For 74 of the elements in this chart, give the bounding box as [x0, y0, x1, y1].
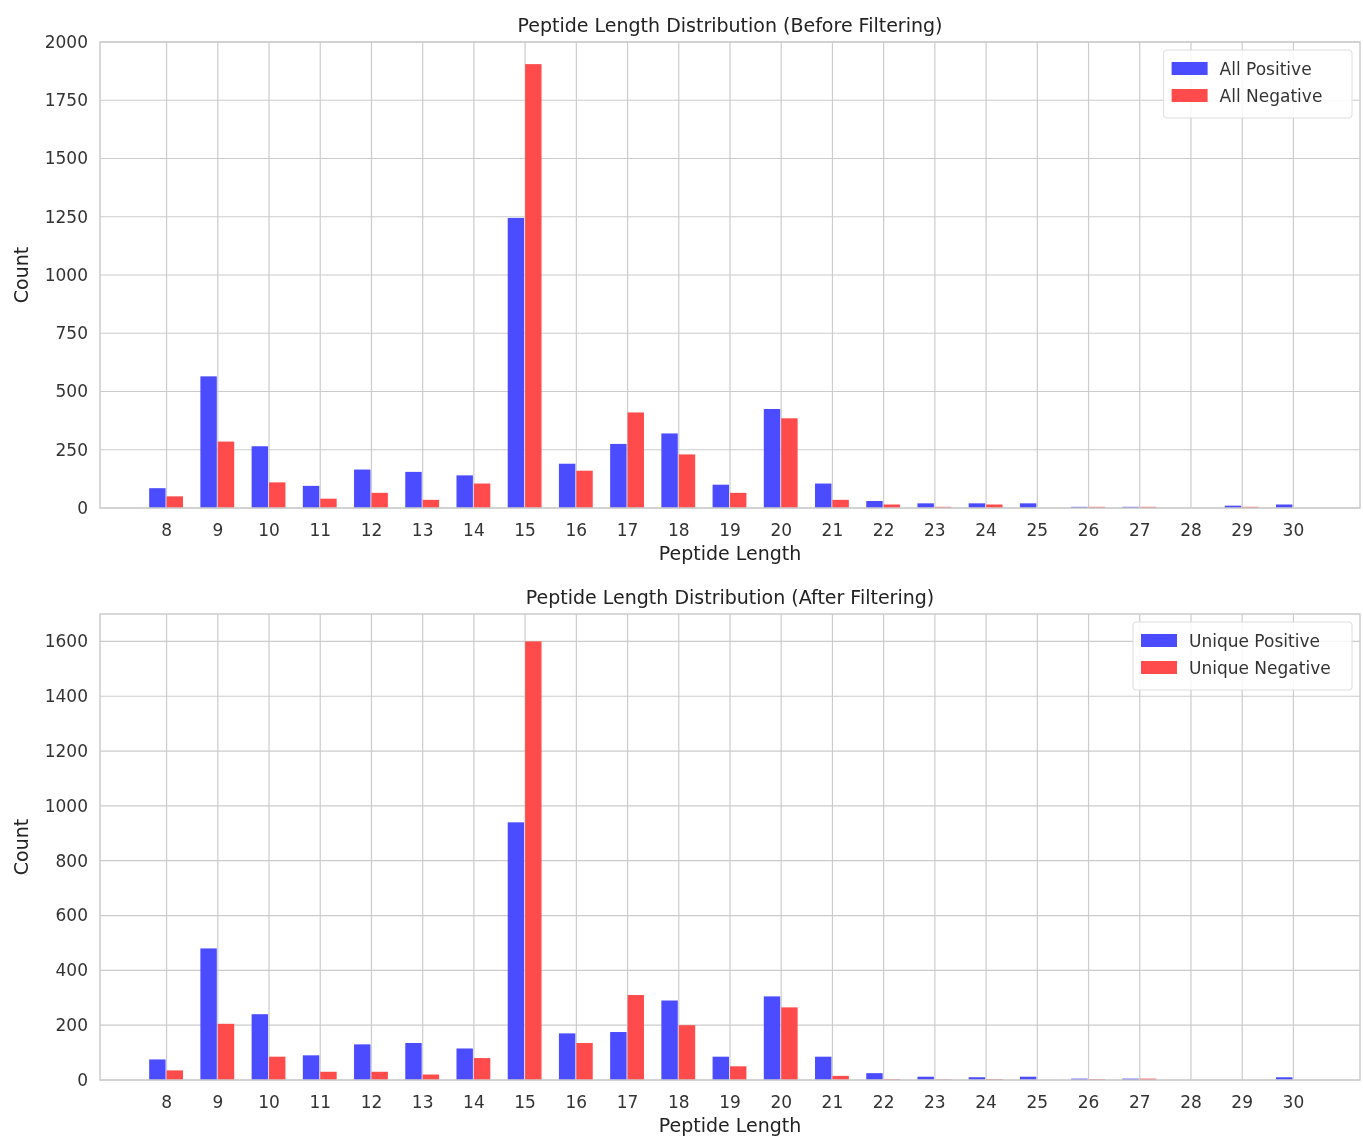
x-tick-label: 19	[719, 1092, 741, 1112]
x-tick-label: 11	[309, 1092, 332, 1112]
x-tick-label: 15	[514, 520, 536, 540]
x-tick-label: 10	[258, 1092, 280, 1112]
y-tick-label: 1000	[44, 264, 88, 285]
x-tick-label: 29	[1231, 520, 1254, 540]
x-tick-label: 13	[411, 520, 434, 540]
chart-title: Peptide Length Distribution (After Filtering)	[525, 586, 935, 608]
x-tick-label: 20	[770, 1092, 793, 1112]
x-tick-label: 11	[309, 520, 332, 540]
y-tick-label: 500	[55, 381, 88, 402]
x-tick-label: 28	[1180, 520, 1202, 540]
x-tick-label: 19	[719, 520, 741, 540]
x-tick-label: 26	[1077, 1092, 1100, 1112]
x-tick-label: 27	[1128, 1092, 1151, 1112]
x-tick-label: 9	[212, 1092, 224, 1112]
x-tick-label: 18	[667, 520, 690, 540]
x-tick-label: 18	[667, 1092, 690, 1112]
y-tick-label: 1200	[44, 741, 88, 762]
x-tick-label: 23	[924, 1092, 946, 1112]
x-tick-label: 14	[463, 520, 485, 540]
y-tick-label: 2000	[44, 31, 88, 52]
x-axis-title: Peptide Length	[658, 1114, 802, 1136]
x-tick-label: 15	[514, 1092, 536, 1112]
x-tick-label: 21	[821, 1092, 844, 1112]
x-tick-label: 16	[565, 520, 588, 540]
x-tick-label: 25	[1026, 1092, 1049, 1112]
x-tick-label: 30	[1282, 520, 1305, 540]
y-axis-title: Count	[10, 818, 32, 876]
legend-label: All Positive	[1219, 58, 1312, 79]
y-tick-label: 1000	[44, 795, 88, 816]
y-tick-label: 0	[77, 1069, 88, 1090]
x-tick-label: 8	[161, 1092, 172, 1112]
x-tick-label: 30	[1282, 1092, 1305, 1112]
legend-label: All Negative	[1219, 85, 1323, 106]
legend-label: Unique Positive	[1189, 630, 1320, 651]
x-tick-label: 25	[1026, 520, 1049, 540]
legend-label: Unique Negative	[1189, 657, 1331, 678]
x-tick-label: 22	[872, 1092, 895, 1112]
y-tick-label: 600	[55, 905, 88, 926]
x-tick-label: 20	[770, 520, 793, 540]
x-tick-label: 21	[821, 520, 844, 540]
x-tick-label: 13	[411, 1092, 434, 1112]
y-tick-label: 1400	[44, 686, 88, 707]
y-tick-label: 1500	[44, 148, 88, 169]
x-tick-label: 10	[258, 520, 280, 540]
x-tick-label: 27	[1128, 520, 1151, 540]
x-tick-label: 24	[975, 1092, 997, 1112]
x-tick-label: 9	[212, 520, 224, 540]
y-tick-label: 800	[55, 850, 88, 871]
x-tick-label: 12	[360, 520, 383, 540]
x-tick-label: 24	[975, 520, 997, 540]
y-tick-label: 400	[55, 960, 88, 981]
x-axis-title: Peptide Length	[658, 542, 802, 564]
y-tick-label: 200	[55, 1015, 88, 1036]
y-tick-label: 1600	[44, 631, 88, 652]
x-tick-label: 17	[616, 520, 639, 540]
y-tick-label: 1750	[44, 90, 88, 111]
x-tick-label: 28	[1180, 1092, 1202, 1112]
y-tick-label: 750	[55, 323, 88, 344]
x-tick-label: 29	[1231, 1092, 1254, 1112]
x-tick-label: 8	[161, 520, 172, 540]
y-tick-label: 1250	[44, 206, 88, 227]
x-tick-label: 17	[616, 1092, 639, 1112]
y-tick-label: 0	[77, 497, 88, 518]
y-tick-label: 250	[55, 439, 88, 460]
chart-title: Peptide Length Distribution (Before Filtering)	[517, 14, 943, 36]
x-tick-label: 14	[463, 1092, 485, 1112]
x-tick-label: 26	[1077, 520, 1100, 540]
x-tick-label: 23	[924, 520, 946, 540]
y-axis-title: Count	[10, 246, 32, 304]
x-tick-label: 12	[360, 1092, 383, 1112]
x-tick-label: 22	[872, 520, 895, 540]
x-tick-label: 16	[565, 1092, 588, 1112]
